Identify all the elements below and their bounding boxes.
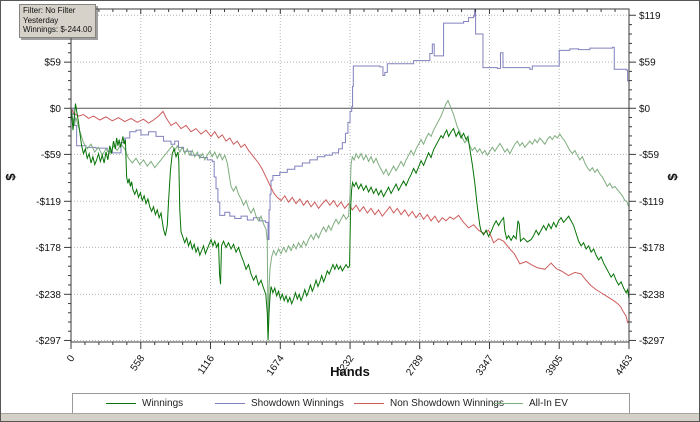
y-axis-label-left: -$119: [36, 197, 61, 208]
legend-swatch-icon: [106, 402, 136, 404]
x-axis-label: 1674: [265, 353, 287, 378]
legend-item-all-in-ev[interactable]: All-In EV: [493, 394, 568, 412]
y-axis-label-right: -$238: [639, 290, 665, 301]
x-axis-label: 0: [65, 353, 77, 364]
tooltip-period-line: Yesterday: [23, 15, 59, 25]
legend-item-winnings[interactable]: Winnings: [106, 394, 183, 412]
series-line-showdown-winnings: [71, 9, 629, 241]
legend-label: Showdown Winnings: [251, 397, 344, 409]
x-axis-label: 1116: [196, 353, 217, 377]
x-axis-label: 3347: [474, 353, 496, 378]
legend-label: All-In EV: [529, 397, 568, 409]
y-axis-title-left: $: [3, 173, 18, 181]
legend-swatch-icon: [215, 402, 245, 404]
y-axis-label-right: -$178: [639, 243, 665, 254]
y-axis-label-right: $119: [639, 11, 661, 22]
y-axis-label-left: -$59: [41, 150, 61, 161]
x-axis-label: 3905: [544, 353, 566, 378]
legend-item-non-showdown-winnings[interactable]: Non Showdown Winnings: [354, 394, 504, 412]
x-axis-label: 4463: [614, 353, 636, 378]
y-axis-label-right: $59: [639, 58, 656, 69]
y-axis-title-right: $: [665, 173, 680, 181]
y-axis-label-right: -$59: [639, 150, 659, 161]
filter-info-tooltip: Filter: No Filter Yesterday Winnings: $-…: [19, 4, 96, 38]
x-axis-label: 2789: [404, 353, 426, 378]
y-axis-label-left: $0: [50, 104, 62, 115]
y-axis-label-right: $0: [639, 104, 651, 115]
y-axis-label-right: -$297: [639, 336, 665, 347]
x-axis-label: 558: [129, 353, 148, 373]
plot-border: [70, 8, 630, 343]
x-axis-title: Hands: [330, 364, 370, 379]
y-axis-label-right: -$119: [639, 197, 664, 208]
legend: Winnings Showdown Winnings Non Showdown Wi…: [72, 393, 630, 415]
series-line-winnings: [71, 103, 629, 341]
y-axis-label-left: -$178: [35, 243, 61, 254]
y-axis-label-left: $59: [44, 58, 61, 69]
legend-swatch-icon: [354, 402, 384, 404]
series-line-non-showdown-winnings: [71, 108, 629, 324]
y-axis-label-left: -$238: [35, 290, 61, 301]
legend-item-showdown-winnings[interactable]: Showdown Winnings: [215, 394, 344, 412]
tooltip-filter-line: Filter: No Filter: [23, 6, 76, 15]
legend-label: Non Showdown Winnings: [390, 397, 504, 409]
y-axis-label-left: -$297: [35, 336, 61, 347]
legend-swatch-icon: [493, 402, 523, 404]
series-line-all-in-ev: [71, 99, 629, 332]
legend-label: Winnings: [142, 397, 184, 409]
window-bottom-strip: [1, 413, 699, 421]
tooltip-winnings-line: Winnings: $-244.00: [23, 25, 92, 34]
